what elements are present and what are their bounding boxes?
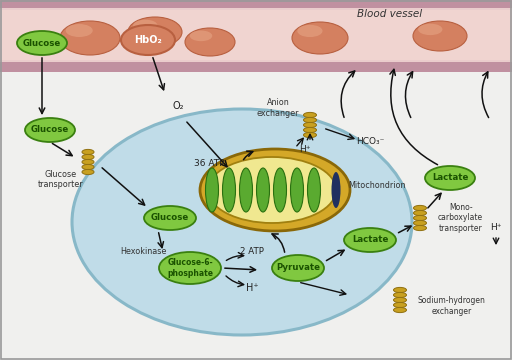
- Ellipse shape: [331, 172, 340, 208]
- Ellipse shape: [414, 225, 426, 231]
- Ellipse shape: [418, 24, 442, 35]
- Ellipse shape: [273, 168, 287, 212]
- Bar: [0, 62, 512, 72]
- Text: Blood vessel: Blood vessel: [357, 9, 422, 19]
- Ellipse shape: [223, 168, 236, 212]
- Text: Mono-
carboxylate
transporter: Mono- carboxylate transporter: [438, 203, 483, 233]
- Ellipse shape: [82, 170, 94, 175]
- Bar: [0, 0, 512, 72]
- Text: H⁺: H⁺: [246, 283, 259, 293]
- Ellipse shape: [304, 132, 316, 138]
- Text: O₂: O₂: [172, 101, 184, 111]
- Ellipse shape: [394, 287, 407, 293]
- Ellipse shape: [394, 302, 407, 307]
- Text: Lactate: Lactate: [432, 174, 468, 183]
- Ellipse shape: [290, 168, 304, 212]
- Ellipse shape: [394, 297, 407, 303]
- Ellipse shape: [292, 22, 348, 54]
- Ellipse shape: [413, 21, 467, 51]
- Text: H⁺: H⁺: [490, 224, 502, 233]
- Text: 36 ATP: 36 ATP: [195, 158, 225, 167]
- Ellipse shape: [144, 206, 196, 230]
- Text: HCO₃⁻: HCO₃⁻: [356, 138, 384, 147]
- Ellipse shape: [257, 168, 269, 212]
- Text: Glucose
transporter: Glucose transporter: [38, 170, 83, 189]
- Ellipse shape: [414, 220, 426, 226]
- Ellipse shape: [394, 292, 407, 298]
- Ellipse shape: [304, 122, 316, 127]
- Ellipse shape: [133, 20, 157, 31]
- Ellipse shape: [344, 228, 396, 252]
- Text: Hexokinase: Hexokinase: [120, 248, 166, 256]
- Bar: [0, 8, 512, 64]
- Ellipse shape: [25, 118, 75, 142]
- Ellipse shape: [304, 112, 316, 118]
- Ellipse shape: [414, 206, 426, 211]
- Text: 2 ATP: 2 ATP: [240, 248, 264, 256]
- Text: Glucose: Glucose: [23, 39, 61, 48]
- Ellipse shape: [82, 154, 94, 159]
- Ellipse shape: [308, 168, 321, 212]
- Ellipse shape: [72, 109, 412, 335]
- Ellipse shape: [208, 157, 336, 223]
- Ellipse shape: [82, 159, 94, 165]
- Ellipse shape: [60, 21, 120, 55]
- Text: Glucose-6-
phosphate: Glucose-6- phosphate: [167, 258, 213, 278]
- Ellipse shape: [394, 307, 407, 312]
- Text: H⁺: H⁺: [299, 145, 311, 154]
- Ellipse shape: [425, 166, 475, 190]
- Bar: [0, 10, 512, 60]
- Ellipse shape: [304, 127, 316, 132]
- Ellipse shape: [82, 149, 94, 154]
- Text: Lactate: Lactate: [352, 235, 388, 244]
- Text: Glucose: Glucose: [151, 213, 189, 222]
- Ellipse shape: [200, 149, 350, 231]
- Ellipse shape: [159, 252, 221, 284]
- Ellipse shape: [297, 25, 323, 37]
- Ellipse shape: [304, 117, 316, 123]
- Ellipse shape: [17, 31, 67, 55]
- Text: Mitochondrion: Mitochondrion: [348, 180, 406, 189]
- Ellipse shape: [82, 165, 94, 170]
- Text: Glucose: Glucose: [31, 126, 69, 135]
- Ellipse shape: [240, 168, 252, 212]
- Text: Pyruvate: Pyruvate: [276, 264, 320, 273]
- Ellipse shape: [128, 17, 182, 47]
- Ellipse shape: [205, 168, 219, 212]
- Ellipse shape: [121, 25, 175, 55]
- Ellipse shape: [190, 31, 212, 41]
- Ellipse shape: [272, 255, 324, 281]
- Text: Sodium-hydrogen
exchanger: Sodium-hydrogen exchanger: [418, 296, 486, 316]
- Text: Anion
exchanger: Anion exchanger: [257, 98, 299, 118]
- Ellipse shape: [414, 215, 426, 221]
- Ellipse shape: [66, 24, 93, 37]
- Bar: [0, 0, 512, 8]
- Text: HbO₂: HbO₂: [134, 35, 162, 45]
- Ellipse shape: [414, 210, 426, 216]
- Ellipse shape: [185, 28, 235, 56]
